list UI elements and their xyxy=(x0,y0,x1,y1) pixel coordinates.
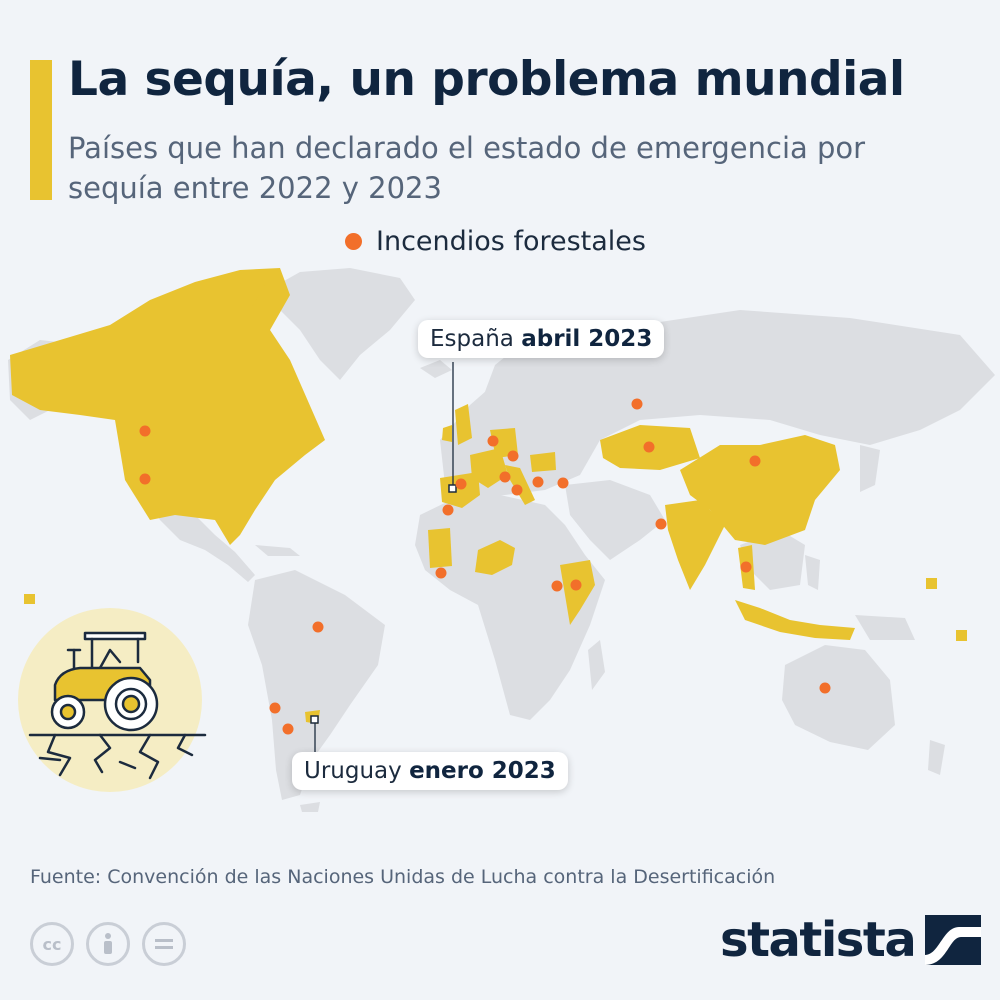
uruguay-callout: Uruguay enero 2023 xyxy=(292,752,568,790)
uruguay-marker xyxy=(310,715,319,724)
japan xyxy=(860,445,880,492)
china xyxy=(680,435,840,545)
source-note: Fuente: Convención de las Naciones Unida… xyxy=(30,866,776,888)
pacific-island-left xyxy=(24,594,35,604)
statista-logo-icon xyxy=(925,915,982,965)
antarctic-islands xyxy=(300,802,320,812)
fire-dot xyxy=(499,471,511,483)
mexico-central-america xyxy=(150,505,255,582)
ireland xyxy=(442,425,452,442)
niger xyxy=(475,540,515,575)
uruguay-callout-date: enero 2023 xyxy=(409,758,556,784)
scandinavia xyxy=(480,345,545,420)
no-derivatives-icon[interactable] xyxy=(142,922,186,966)
fire-dot xyxy=(557,477,569,489)
fire-dot xyxy=(312,621,324,633)
italy xyxy=(505,465,535,505)
fire-dot xyxy=(740,561,752,573)
united-kingdom xyxy=(455,404,472,445)
fire-dot xyxy=(749,455,761,467)
brand-name: statista xyxy=(720,912,917,968)
south-america xyxy=(248,570,385,800)
fire-dot xyxy=(435,567,447,579)
fire-legend-dot xyxy=(345,233,362,250)
spain-callout-date: abril 2023 xyxy=(521,326,653,352)
fire-markers xyxy=(139,398,831,735)
fire-dot xyxy=(507,450,519,462)
madagascar xyxy=(588,640,605,690)
fire-dot xyxy=(269,702,281,714)
romania xyxy=(530,452,556,472)
fire-dot xyxy=(631,398,643,410)
india xyxy=(665,500,725,590)
spain-callout-country: España xyxy=(430,326,514,352)
legend: Incendios forestales xyxy=(345,226,646,257)
fire-dot xyxy=(139,425,151,437)
statista-brand[interactable]: statista xyxy=(720,912,982,968)
africa xyxy=(415,495,605,720)
france xyxy=(470,448,508,488)
spain-marker xyxy=(448,484,457,493)
southeast-asia xyxy=(740,530,805,590)
horn-of-africa xyxy=(560,560,595,625)
arctic-islands xyxy=(200,275,265,310)
new-zealand xyxy=(928,740,945,775)
equals-glyph xyxy=(155,939,173,949)
fire-dot xyxy=(819,682,831,694)
page-subtitle: Países que han declarado el estado de em… xyxy=(68,131,866,205)
tractor-illustration xyxy=(18,608,207,792)
iberia xyxy=(440,472,480,508)
legend-label: Incendios forestales xyxy=(376,226,646,257)
fire-dot xyxy=(455,478,467,490)
indonesia xyxy=(735,600,855,640)
fire-dot xyxy=(442,504,454,516)
pacific-island-right-2 xyxy=(956,630,967,641)
fire-dot xyxy=(551,580,563,592)
germany xyxy=(490,428,518,458)
pacific-island-right-1 xyxy=(926,578,937,589)
callout-connectors xyxy=(310,362,457,752)
title-accent-bar xyxy=(30,60,52,200)
fire-dot xyxy=(643,441,655,453)
caribbean xyxy=(255,545,300,556)
fire-dot xyxy=(511,484,523,496)
papua xyxy=(855,615,915,640)
fire-dot xyxy=(139,473,151,485)
mauritania xyxy=(428,528,452,568)
spain-callout: España abril 2023 xyxy=(418,320,665,358)
fire-dot xyxy=(282,723,294,735)
drought-countries xyxy=(10,268,967,724)
fire-dot xyxy=(570,579,582,591)
canada-usa xyxy=(10,268,325,545)
cc-icon[interactable]: cc xyxy=(30,922,74,966)
middle-east xyxy=(565,480,665,560)
iceland xyxy=(420,360,452,378)
attribution-icon[interactable] xyxy=(86,922,130,966)
person-glyph xyxy=(104,933,112,954)
greenland xyxy=(268,268,415,380)
fire-dot xyxy=(487,435,499,447)
philippines xyxy=(805,555,820,590)
fire-dot xyxy=(655,518,667,530)
uruguay-callout-country: Uruguay xyxy=(304,758,402,784)
fire-dot xyxy=(532,476,544,488)
australia xyxy=(782,645,895,750)
license-icons[interactable]: cc xyxy=(30,922,186,966)
page-title: La sequía, un problema mundial xyxy=(68,52,905,107)
